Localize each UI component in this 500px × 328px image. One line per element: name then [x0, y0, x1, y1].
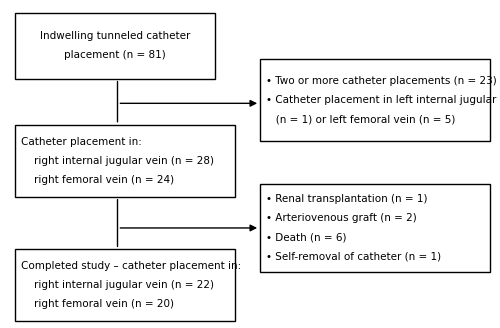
Text: • Death (n = 6): • Death (n = 6): [266, 233, 346, 242]
Text: right internal jugular vein (n = 22): right internal jugular vein (n = 22): [21, 280, 214, 290]
Text: • Two or more catheter placements (n = 23): • Two or more catheter placements (n = 2…: [266, 76, 497, 86]
FancyBboxPatch shape: [15, 13, 215, 79]
Text: • Arteriovenous graft (n = 2): • Arteriovenous graft (n = 2): [266, 214, 417, 223]
Text: • Self-removal of catheter (n = 1): • Self-removal of catheter (n = 1): [266, 252, 441, 261]
FancyBboxPatch shape: [15, 125, 235, 197]
Text: Completed study – catheter placement in:: Completed study – catheter placement in:: [21, 261, 241, 271]
FancyBboxPatch shape: [260, 59, 490, 141]
FancyBboxPatch shape: [15, 249, 235, 321]
Text: (n = 1) or left femoral vein (n = 5): (n = 1) or left femoral vein (n = 5): [266, 114, 456, 124]
Text: Indwelling tunneled catheter: Indwelling tunneled catheter: [40, 31, 190, 41]
Text: • Renal transplantation (n = 1): • Renal transplantation (n = 1): [266, 195, 428, 204]
Text: placement (n = 81): placement (n = 81): [64, 51, 166, 60]
FancyBboxPatch shape: [260, 184, 490, 272]
Text: right femoral vein (n = 20): right femoral vein (n = 20): [21, 299, 174, 309]
Text: Catheter placement in:: Catheter placement in:: [21, 137, 142, 147]
Text: right internal jugular vein (n = 28): right internal jugular vein (n = 28): [21, 156, 214, 166]
Text: • Catheter placement in left internal jugular vein: • Catheter placement in left internal ju…: [266, 95, 500, 105]
Text: right femoral vein (n = 24): right femoral vein (n = 24): [21, 175, 174, 185]
